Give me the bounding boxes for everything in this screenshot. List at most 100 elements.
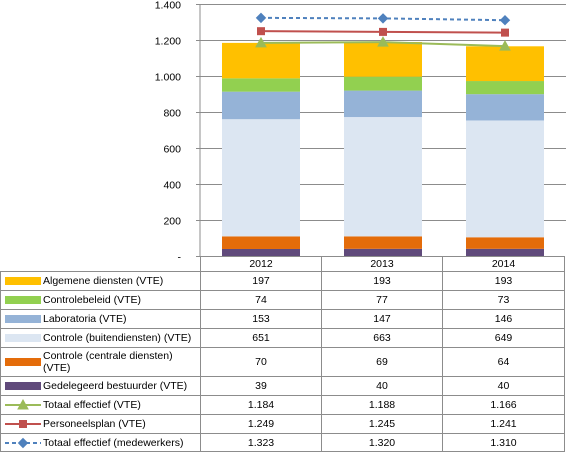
bar-segment	[222, 248, 300, 256]
data-label: 1.323	[200, 433, 322, 452]
legend-swatch	[5, 382, 41, 390]
legend-swatch	[5, 334, 41, 342]
series-name: Controle (buitendiensten) (VTE)	[43, 332, 192, 344]
y-tick-label: -	[178, 252, 182, 259]
bar-segment	[466, 94, 544, 121]
legend-entry: Laboratoria (VTE)	[0, 309, 201, 329]
data-point-triangle	[377, 36, 389, 47]
bar-segment	[222, 42, 300, 79]
y-tick-label: 1.200	[155, 36, 181, 48]
legend-entry: Algemene diensten (VTE)	[0, 271, 201, 291]
bar-segment	[344, 41, 422, 77]
data-label: 147	[321, 309, 443, 329]
data-label: 1.166	[442, 395, 565, 415]
data-label: 1.188	[321, 395, 443, 415]
data-label: 663	[321, 328, 443, 348]
bar-segment	[222, 236, 300, 249]
legend-key	[5, 382, 41, 390]
series-name: Personeelsplan (VTE)	[43, 418, 146, 430]
data-label: 74	[200, 290, 322, 310]
table-row: Totaal effectief (VTE) 1.184 1.188 1.166	[0, 395, 565, 415]
legend-key	[5, 315, 41, 323]
data-point-triangle	[499, 40, 511, 51]
series-name: Gedelegeerd bestuurder (VTE)	[43, 380, 188, 392]
legend-key	[5, 334, 41, 342]
table-row: Totaal effectief (medewerkers) 1.323 1.320…	[0, 433, 565, 452]
data-label: 40	[442, 376, 565, 396]
legend-key	[5, 296, 41, 304]
data-point-diamond	[17, 437, 29, 448]
data-label: 1.184	[200, 395, 322, 415]
bar-segment	[466, 46, 544, 82]
bar-segment	[466, 237, 544, 249]
data-label: 1.249	[200, 414, 322, 434]
data-label: 69	[321, 347, 443, 377]
bar-segment	[344, 236, 422, 249]
table-row: Controle (buitendiensten) (VTE) 651 663 649	[0, 328, 565, 348]
bar-segment	[222, 91, 300, 120]
lines	[255, 12, 511, 51]
legend-swatch	[5, 296, 41, 304]
series-name: Algemene diensten (VTE)	[43, 275, 164, 287]
legend-entry: Personeelsplan (VTE)	[0, 414, 201, 434]
data-point-triangle	[17, 399, 29, 410]
y-tick-label: 800	[163, 108, 181, 120]
data-point-triangle	[255, 36, 267, 48]
bars	[222, 41, 544, 256]
legend-entry: Controle (buitendiensten) (VTE)	[0, 328, 201, 348]
data-point-diamond	[499, 14, 511, 26]
bar-segment	[344, 248, 422, 256]
legend-key	[5, 420, 41, 428]
bar-segment	[466, 248, 544, 256]
data-label: 73	[442, 290, 565, 310]
data-label: 1.245	[321, 414, 443, 434]
chart: - 200 400 600 800 1.000 1.200 1.400	[155, 0, 566, 258]
bar-segment	[222, 78, 300, 92]
data-label: 649	[442, 328, 565, 348]
data-label: 40	[321, 376, 443, 396]
bar-segment	[466, 120, 544, 238]
data-label: 146	[442, 309, 565, 329]
data-point-diamond	[377, 13, 389, 24]
table-row: Laboratoria (VTE) 153 147 146	[0, 309, 565, 329]
data-label: 193	[442, 271, 565, 291]
legend-entry: Controle (centrale diensten) (VTE)	[0, 347, 201, 377]
series-name: Totaal effectief (VTE)	[43, 399, 141, 411]
table-row: Personeelsplan (VTE) 1.249 1.245 1.241	[0, 414, 565, 434]
bar-segment	[344, 117, 422, 237]
data-label: 1.241	[442, 414, 565, 434]
data-label: 64	[442, 347, 565, 377]
table-row: Controle (centrale diensten) (VTE) 70 69 64	[0, 347, 565, 377]
data-label: 651	[200, 328, 322, 348]
data-label: 193	[321, 271, 443, 291]
legend-entry: Totaal effectief (medewerkers)	[0, 433, 201, 452]
data-table: 2012 2013 2014 Algemene diensten (VTE) 197 19…	[0, 256, 565, 452]
y-tick-label: 400	[163, 180, 181, 192]
legend-entry: Gedelegeerd bestuurder (VTE)	[0, 376, 201, 396]
table-row: Gedelegeerd bestuurder (VTE) 39 40 40	[0, 376, 565, 396]
y-tick-label: 1.400	[155, 0, 181, 12]
series-name: Controle (centrale diensten) (VTE)	[43, 350, 173, 374]
y-axis-ticks: - 200 400 600 800 1.000 1.200 1.400	[155, 0, 200, 258]
legend-key	[5, 399, 41, 410]
bar-segment	[466, 81, 544, 95]
data-label: 197	[200, 271, 322, 291]
x-tick-label: 2014	[442, 256, 565, 272]
legend-entry: Controlebeleid (VTE)	[0, 290, 201, 310]
legend-key	[5, 277, 41, 285]
bar-segment	[222, 119, 300, 237]
data-point-diamond	[255, 12, 267, 24]
data-label: 77	[321, 290, 443, 310]
legend-swatch	[5, 277, 41, 285]
table-header-row: 2012 2013 2014	[0, 256, 565, 272]
series-name: Laboratoria (VTE)	[43, 313, 127, 325]
y-tick-label: 1.000	[155, 72, 181, 84]
legend-entry: Totaal effectief (VTE)	[0, 395, 201, 415]
x-tick-label: 2012	[200, 256, 322, 272]
legend-swatch	[5, 315, 41, 323]
data-point-square	[19, 420, 27, 428]
legend-swatch	[5, 358, 41, 366]
data-label: 70	[200, 347, 322, 377]
data-point-square	[379, 27, 387, 36]
y-tick-label: 200	[163, 216, 181, 228]
